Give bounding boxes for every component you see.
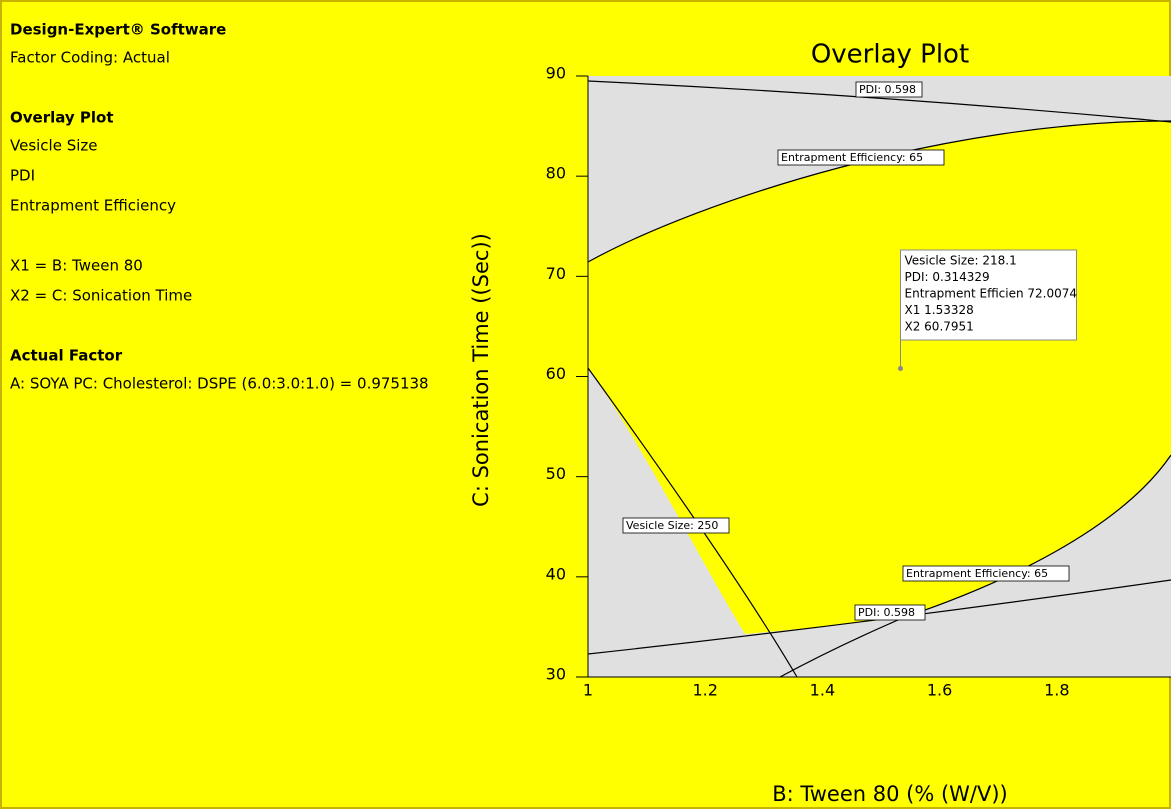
contour-label: Entrapment Efficiency: 65	[781, 151, 923, 164]
side-line: X2 = C: Sonication Time	[10, 287, 192, 305]
y-tick-label: 60	[546, 364, 566, 383]
flag-box	[900, 249, 1078, 341]
contour-label-box	[777, 149, 945, 166]
contour-label: Vesicle Size: 250	[626, 519, 718, 532]
y-tick-label: 90	[546, 64, 566, 83]
vesicle-contour	[587, 367, 798, 678]
y-tick-label: 70	[546, 264, 566, 283]
side-line: Entrapment Efficiency	[10, 197, 176, 215]
flag-text: PDI: 0.314329	[905, 270, 990, 284]
feasible-region	[588, 120, 1171, 634]
y-tick-label: 40	[546, 564, 566, 583]
contour-label: Entrapment Efficiency: 65	[906, 567, 1048, 580]
x-axis-label: B: Tween 80 (% (W/V))	[772, 782, 1008, 806]
side-line: Factor Coding: Actual	[10, 49, 170, 67]
side-line: X1 = B: Tween 80	[10, 257, 143, 275]
side-heading: Overlay Plot	[10, 109, 114, 127]
x-tick-label: 1.6	[927, 681, 952, 700]
contour-label-box	[855, 81, 923, 98]
flag-text: Vesicle Size: 218.1	[905, 254, 1017, 268]
contour-label: PDI: 0.598	[859, 83, 916, 96]
contour-label-box	[622, 517, 730, 534]
contour-label: PDI: 0.598	[858, 606, 915, 619]
contour-label-box	[902, 565, 1070, 582]
y-tick-label: 50	[546, 464, 566, 483]
contour-label-box	[854, 604, 926, 621]
side-line: Vesicle Size	[10, 137, 98, 155]
x-tick-label: 1.8	[1044, 681, 1069, 700]
y-tick-label: 30	[546, 665, 566, 684]
plot-area	[587, 76, 1171, 678]
x-tick-label: 1.4	[810, 681, 835, 700]
side-line: A: SOYA PC: Cholesterol: DSPE (6.0:3.0:1…	[10, 375, 429, 393]
ee-contour	[587, 120, 1171, 263]
flag-text: X1 1.53328	[905, 303, 974, 317]
x-tick-label: 1	[583, 681, 593, 700]
flag-point	[898, 366, 904, 372]
pdi-contour	[587, 80, 1171, 123]
ee-contour	[779, 454, 1171, 678]
side-heading: Design-Expert® Software	[10, 21, 226, 39]
side-line: PDI	[10, 167, 35, 185]
y-axis-label: C: Sonication Time ((Sec))	[469, 233, 493, 507]
chart-title: Overlay Plot	[811, 40, 969, 70]
x-tick-label: 1.2	[692, 681, 717, 700]
side-heading: Actual Factor	[10, 347, 123, 365]
y-tick-label: 80	[546, 164, 566, 183]
flag-text: Entrapment Efficien 72.0074	[905, 287, 1078, 301]
flag-text: X2 60.7951	[905, 320, 974, 334]
